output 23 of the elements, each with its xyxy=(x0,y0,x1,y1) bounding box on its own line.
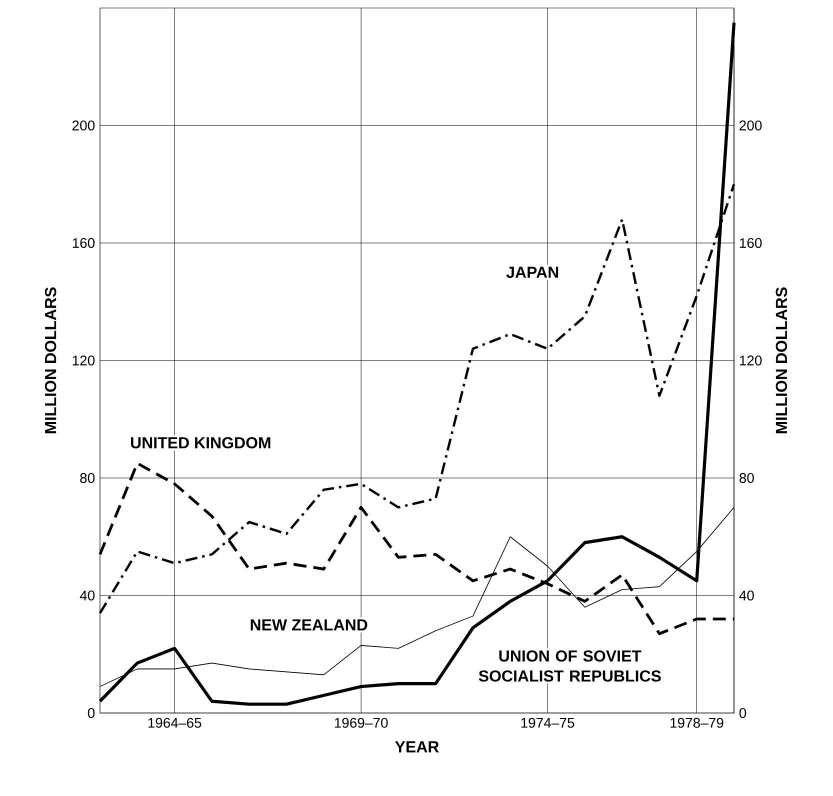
y-tick-label: 0 xyxy=(88,708,95,718)
series-label: UNITED KINGDOM xyxy=(131,437,270,448)
x-tick-label: 1978–79 xyxy=(670,718,724,728)
y-tick-label: 200 xyxy=(72,120,95,130)
x-tick-label: 1974–75 xyxy=(521,718,574,728)
text: JAPAN xyxy=(506,266,558,278)
x-tick-label: 1969–70 xyxy=(334,718,388,728)
y2-tick-label: 120 xyxy=(740,356,762,366)
y2-tick-label: 80 xyxy=(739,473,754,483)
x-tick-label: 1964–65 xyxy=(148,718,202,728)
y-tick-label: 40 xyxy=(80,590,95,600)
series-label: NEW ZEALAND xyxy=(250,619,368,630)
y-tick-label: 120 xyxy=(72,356,95,366)
y2-tick-label: 40 xyxy=(739,590,754,600)
series-label: UNION OF SOVIET SOCIALIST REPUBLICS xyxy=(478,650,661,682)
y2-tick-label: 160 xyxy=(740,238,762,248)
x-axis-title: YEAR xyxy=(395,741,439,752)
y2-tick-label: 200 xyxy=(740,120,762,130)
y-tick-label: 80 xyxy=(80,473,95,483)
y-axis-title: MILLION DOLLARS xyxy=(44,287,56,434)
y2-axis-title: MILLION DOLLARS xyxy=(776,287,788,434)
y2-tick-label: 0 xyxy=(739,708,746,718)
y-tick-label: 160 xyxy=(72,238,95,248)
